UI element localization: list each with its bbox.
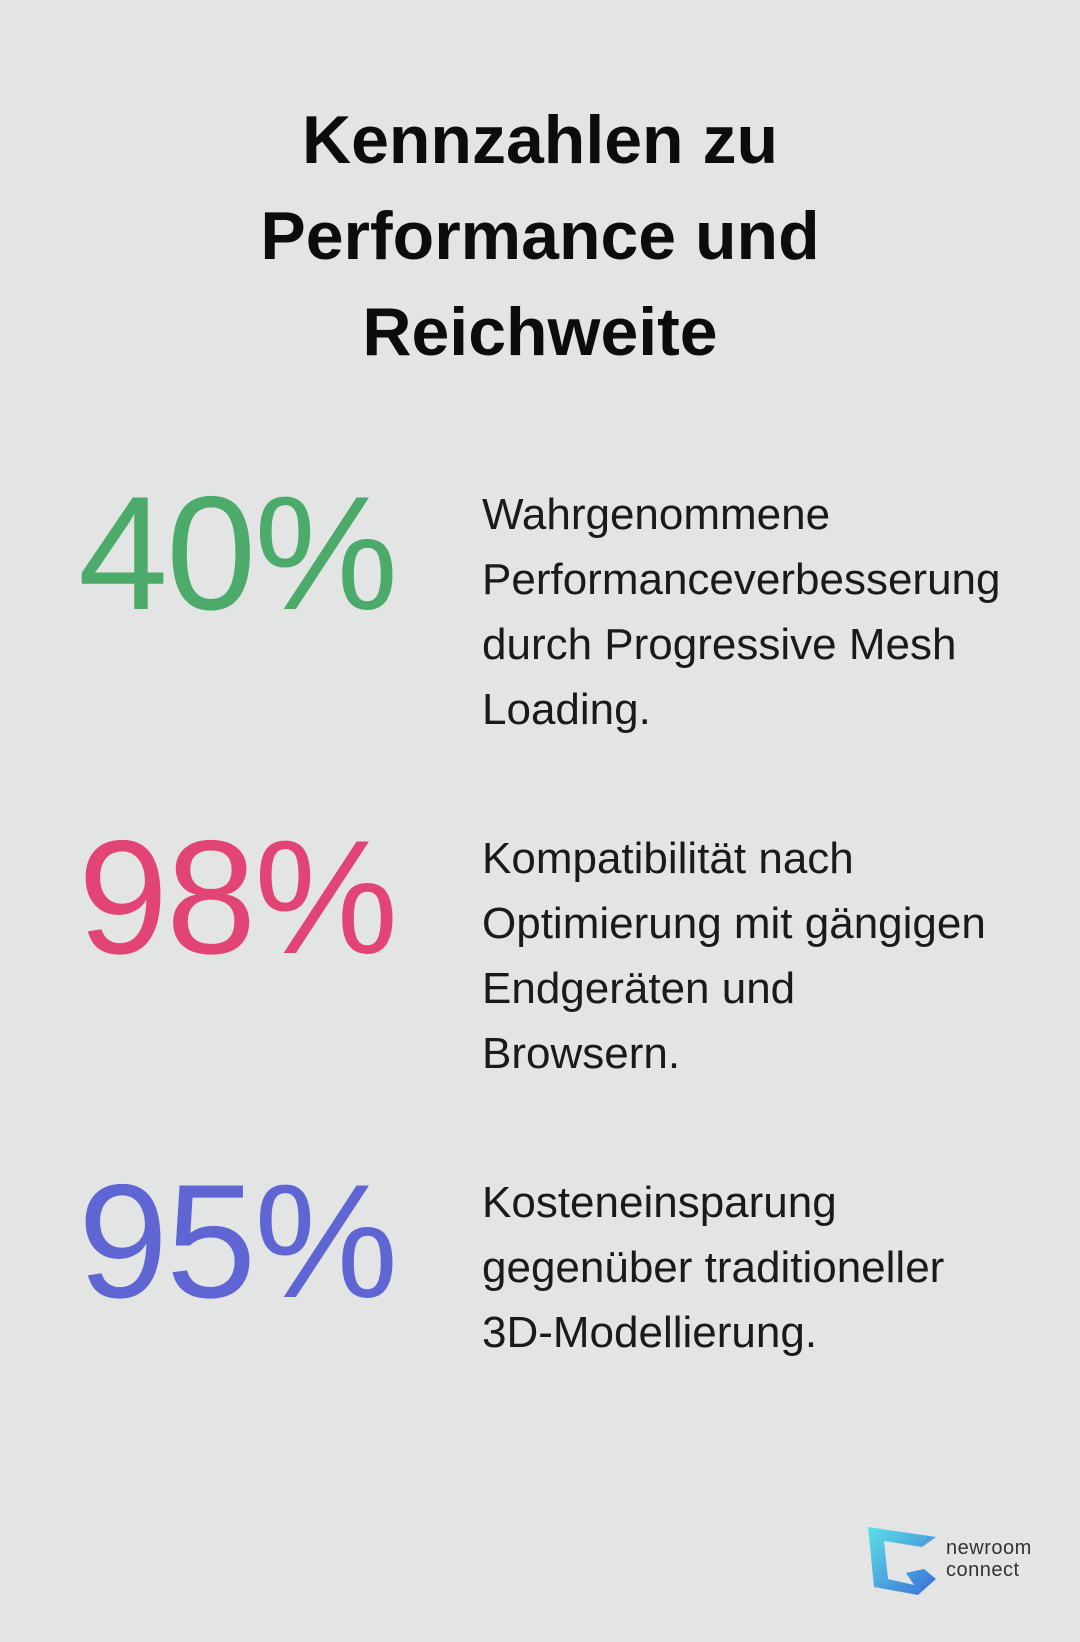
stat-row: 98% Kompatibilität nach Optimierung mit g… <box>0 808 1080 1156</box>
stat-description: Kosteneinsparung gegenüber traditionelle… <box>482 1178 945 1357</box>
logo: newroom connect <box>866 1525 1046 1600</box>
logo-icon <box>868 1527 936 1595</box>
stat-description: Wahrgenommene Performanceverbesserung du… <box>482 490 1001 734</box>
stat-row: 40% Wahrgenommene Performanceverbesserung… <box>0 464 1080 812</box>
logo-line: newroom <box>946 1537 1032 1559</box>
title: Kennzahlen zu Performance und Reichweite <box>260 102 820 370</box>
stat-description: Kompatibilität nach Optimierung mit gäng… <box>482 834 986 1078</box>
stat-value: 95% <box>78 1151 398 1332</box>
stat-value: 98% <box>78 807 398 988</box>
stat-value: 40% <box>78 463 398 644</box>
logo-line: connect <box>946 1559 1020 1581</box>
stat-row: 95% Kosteneinsparung gegenüber traditione… <box>0 1152 1080 1500</box>
